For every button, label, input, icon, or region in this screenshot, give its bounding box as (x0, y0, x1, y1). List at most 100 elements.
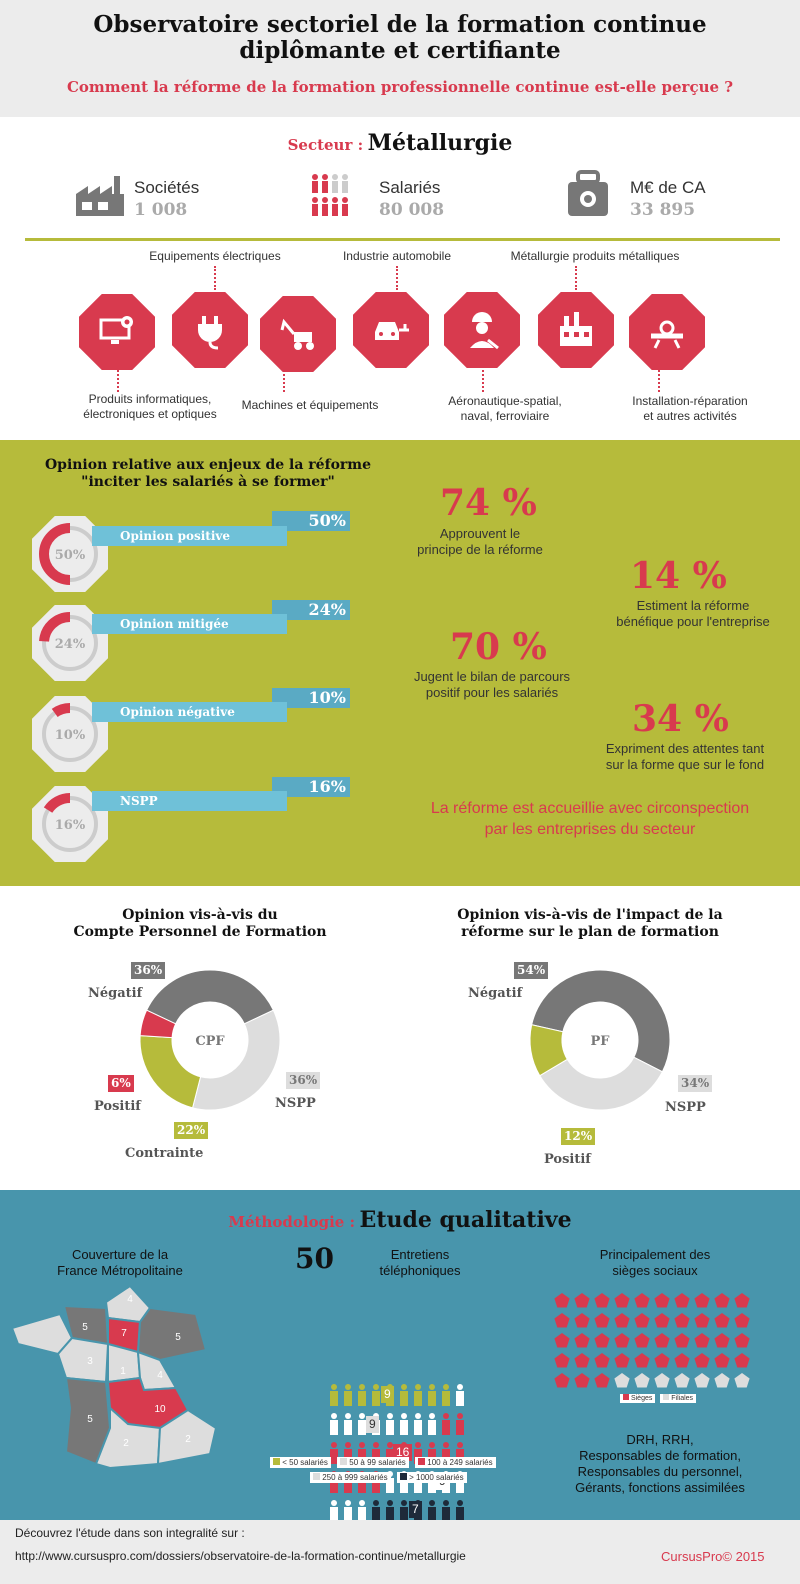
cpf-title: Opinion vis-à-vis du Compte Personnel de … (73, 907, 327, 940)
filiale-marker (694, 1373, 710, 1388)
person-icon (442, 1500, 450, 1522)
connector (283, 370, 285, 392)
siege-marker (574, 1313, 590, 1328)
person-icon (428, 1442, 436, 1464)
siege-marker (554, 1373, 570, 1388)
fact-text-74: Approuvent le principe de la réforme (417, 526, 543, 557)
coverage-text: Couverture de la France Métropolitaine (57, 1247, 183, 1278)
person-icon (456, 1413, 464, 1435)
gauge-arc (43, 793, 71, 814)
siege-marker (594, 1353, 610, 1368)
sieges-grid (554, 1293, 750, 1388)
person-icon (414, 1442, 422, 1464)
stat-label-salaries: Salariés (379, 178, 441, 197)
person-icon (442, 1413, 450, 1435)
person-icon (456, 1500, 464, 1522)
divider (25, 238, 780, 241)
svg-text:5: 5 (87, 1414, 93, 1425)
person-icon (456, 1384, 464, 1406)
donut-slice-négatif (145, 969, 275, 1025)
cpf-positif-label: Positif (94, 1099, 141, 1114)
siege-marker (574, 1353, 590, 1368)
cpf-negatif-pct: 36% (131, 962, 166, 979)
pf-nspp-pct: 34% (678, 1075, 713, 1092)
pct-mitigee: 24% (272, 600, 350, 620)
pf-negatif-pct: 54% (514, 962, 549, 979)
sector-name: Métallurgie (367, 130, 513, 156)
stat-value-societes: 1 008 (134, 200, 188, 220)
filiale-marker (634, 1373, 650, 1388)
person-icon (400, 1500, 408, 1522)
siege-marker (594, 1373, 610, 1388)
person-icon (372, 1442, 380, 1464)
filiale-marker (674, 1373, 690, 1388)
person-icon (400, 1384, 408, 1406)
siege-marker (614, 1293, 630, 1308)
opinion-gauge-arc: 16% (42, 793, 98, 852)
person-icon (386, 1500, 394, 1522)
person-icon (344, 1442, 352, 1464)
gauge-arc (39, 612, 71, 643)
label-nspp: NSPP (92, 791, 287, 811)
connector (214, 266, 216, 290)
cpf-contrainte-label: Contrainte (125, 1146, 204, 1161)
brand: CursusPro© 2015 (661, 1549, 765, 1564)
person-icon (372, 1500, 380, 1522)
person-icon (358, 1500, 366, 1522)
person-icon (330, 1384, 338, 1406)
siege-marker (714, 1293, 730, 1308)
map-region (94, 1405, 162, 1470)
sieges-legend: Sièges Filiales (620, 1394, 697, 1403)
france-map: 4 5 7 5 4 5 10 2 2 1 3 (10, 1284, 218, 1470)
person-icon (386, 1442, 394, 1464)
person-icon (344, 1413, 352, 1435)
header: Observatoire sectoriel de la formation c… (0, 0, 800, 117)
fact-text-34: Expriment des attentes tant sur la forme … (605, 741, 765, 772)
fact-pct-74: 74 % (440, 482, 537, 524)
siege-marker (594, 1293, 610, 1308)
gauge-pct: 24% (55, 637, 86, 652)
person-icon (428, 1384, 436, 1406)
siege-marker (634, 1293, 650, 1308)
siege-marker (614, 1313, 630, 1328)
siege-marker (674, 1293, 690, 1308)
title-line-2: diplômante et certifiante (239, 37, 561, 64)
subsector-label-equipements: Equipements électriques (149, 249, 281, 263)
pf-positif-pct: 12% (561, 1128, 596, 1145)
study-link[interactable]: http://www.cursuspro.com/dossiers/observ… (15, 1549, 466, 1563)
fact-pct-14: 14 % (630, 555, 727, 597)
siege-marker (574, 1333, 590, 1348)
sector-label: Secteur : (287, 136, 364, 154)
siege-marker (674, 1353, 690, 1368)
size-legend-2: 250 à 999 salariés > 1000 salariés (310, 1472, 510, 1483)
svg-text:3: 3 (87, 1356, 93, 1367)
donut-slice-nspp (191, 1009, 281, 1111)
siege-marker (574, 1293, 590, 1308)
siege-marker (554, 1313, 570, 1328)
donut-center-label: CPF (195, 1034, 225, 1049)
connector (575, 266, 577, 290)
opinion-gauge-arc: 24% (39, 612, 98, 671)
title-line-1: Observatoire sectoriel de la formation c… (93, 11, 707, 38)
label-mitigee: Opinion mitigée (92, 614, 287, 634)
map-region (56, 1336, 110, 1384)
label-negative: Opinion négative (92, 702, 287, 722)
gauge-pct: 10% (55, 728, 86, 743)
svg-text:4: 4 (157, 1370, 163, 1381)
subsector-label-informatique: Produits informatiques, électroniques et … (83, 392, 217, 421)
factory-icon (74, 172, 126, 223)
siege-marker (594, 1313, 610, 1328)
person-icon (344, 1384, 352, 1406)
siege-marker (654, 1313, 670, 1328)
donut-hole (174, 1004, 246, 1076)
person-icon (372, 1384, 380, 1406)
footer-intro: Découvrez l'étude dans son integralité s… (15, 1526, 245, 1540)
opinion-gauge-arc: 50% (39, 523, 98, 585)
size-legend: < 50 salariés 50 à 99 salariés 100 à 249… (270, 1457, 520, 1468)
people-icon (310, 174, 352, 225)
cpf-donut-chart: CPF (139, 969, 281, 1111)
subtitle: Comment la réforme de la formation profe… (66, 78, 734, 96)
subsector-label-automobile: Industrie automobile (342, 249, 452, 263)
opinion-title: Opinion relative aux enjeux de la réform… (44, 457, 372, 490)
person-icon (358, 1384, 366, 1406)
